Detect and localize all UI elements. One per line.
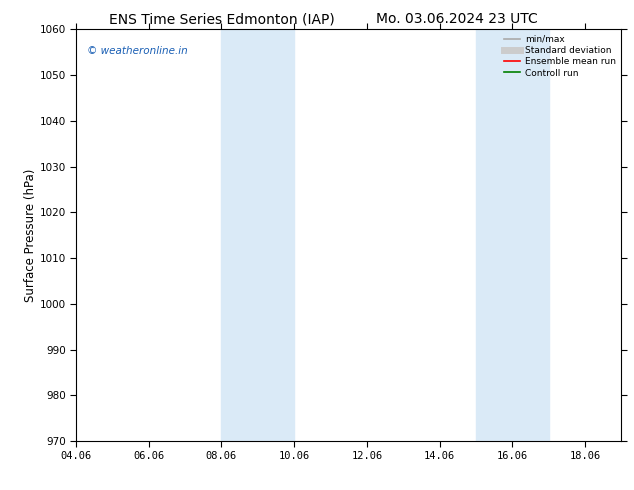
Text: Mo. 03.06.2024 23 UTC: Mo. 03.06.2024 23 UTC [375, 12, 538, 26]
Legend: min/max, Standard deviation, Ensemble mean run, Controll run: min/max, Standard deviation, Ensemble me… [500, 31, 619, 81]
Bar [476, 29, 548, 441]
Text: © weatheronline.in: © weatheronline.in [87, 46, 188, 56]
Text: ENS Time Series Edmonton (IAP): ENS Time Series Edmonton (IAP) [109, 12, 335, 26]
Bar [221, 29, 294, 441]
Y-axis label: Surface Pressure (hPa): Surface Pressure (hPa) [23, 169, 37, 302]
